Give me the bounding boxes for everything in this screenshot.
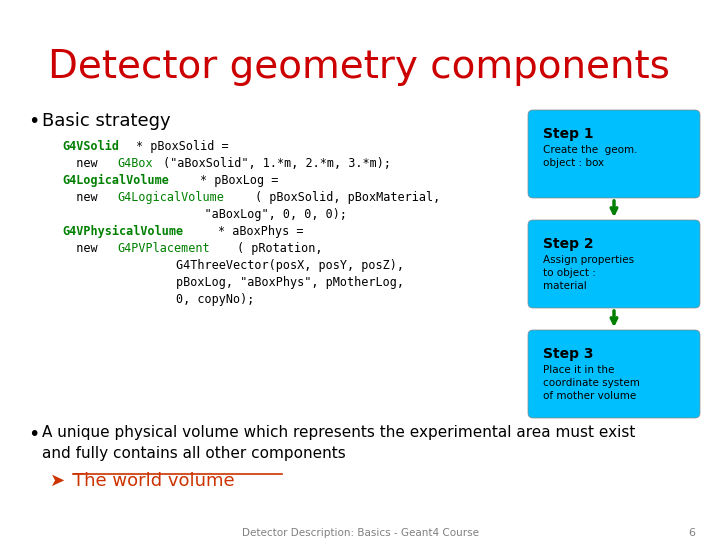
Text: G4VSolid: G4VSolid	[62, 140, 119, 153]
Text: Step 1: Step 1	[543, 127, 593, 141]
Text: A unique physical volume which represents the experimental area must exist
and f: A unique physical volume which represent…	[42, 425, 635, 461]
FancyBboxPatch shape	[528, 220, 700, 308]
Text: 0, copyNo);: 0, copyNo);	[62, 293, 254, 306]
Text: Step 2: Step 2	[543, 237, 593, 251]
Text: G4LogicalVolume: G4LogicalVolume	[117, 191, 224, 204]
Text: G4LogicalVolume: G4LogicalVolume	[62, 174, 169, 187]
Text: Assign properties
to object :
material: Assign properties to object : material	[543, 255, 634, 292]
Text: ("aBoxSolid", 1.*m, 2.*m, 3.*m);: ("aBoxSolid", 1.*m, 2.*m, 3.*m);	[163, 157, 391, 170]
Text: Place it in the
coordinate system
of mother volume: Place it in the coordinate system of mot…	[543, 365, 640, 401]
Text: G4VPhysicalVolume: G4VPhysicalVolume	[62, 225, 183, 238]
Text: "aBoxLog", 0, 0, 0);: "aBoxLog", 0, 0, 0);	[62, 208, 347, 221]
Text: * pBoxLog =: * pBoxLog =	[200, 174, 278, 187]
Text: 6: 6	[688, 528, 695, 538]
Text: Detector geometry components: Detector geometry components	[48, 48, 670, 86]
Text: ( pBoxSolid, pBoxMaterial,: ( pBoxSolid, pBoxMaterial,	[255, 191, 441, 204]
Text: pBoxLog, "aBoxPhys", pMotherLog,: pBoxLog, "aBoxPhys", pMotherLog,	[62, 276, 404, 289]
Text: ( pRotation,: ( pRotation,	[237, 242, 322, 255]
Text: Create the  geom.
object : box: Create the geom. object : box	[543, 145, 637, 168]
FancyBboxPatch shape	[528, 330, 700, 418]
Text: G4Box: G4Box	[117, 157, 153, 170]
Text: The world volume: The world volume	[73, 472, 235, 490]
Text: new: new	[62, 191, 104, 204]
Text: •: •	[28, 112, 40, 131]
Text: new: new	[62, 157, 104, 170]
Text: ➤: ➤	[50, 472, 65, 490]
Text: new: new	[62, 242, 104, 255]
FancyBboxPatch shape	[528, 110, 700, 198]
Text: * aBoxPhys =: * aBoxPhys =	[218, 225, 304, 238]
Text: G4PVPlacement: G4PVPlacement	[117, 242, 210, 255]
Text: •: •	[28, 425, 40, 444]
Text: * pBoxSolid =: * pBoxSolid =	[135, 140, 228, 153]
Text: Step 3: Step 3	[543, 347, 593, 361]
Text: Detector Description: Basics - Geant4 Course: Detector Description: Basics - Geant4 Co…	[241, 528, 479, 538]
Text: G4ThreeVector(posX, posY, posZ),: G4ThreeVector(posX, posY, posZ),	[62, 259, 404, 272]
Text: Basic strategy: Basic strategy	[42, 112, 171, 130]
